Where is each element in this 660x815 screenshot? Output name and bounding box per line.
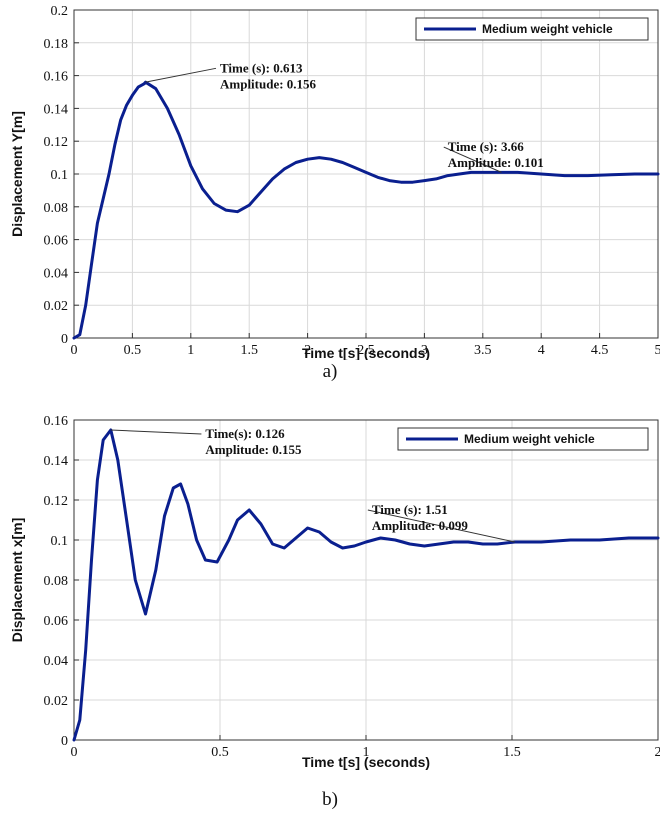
x-tick-label: 4.5: [591, 343, 609, 358]
x-tick-label: 2.5: [357, 343, 375, 358]
y-tick-label: 0.18: [44, 37, 69, 52]
x-tick-label: 1: [363, 745, 370, 760]
x-tick-label: 1.5: [503, 745, 521, 760]
x-tick-label: 4: [538, 343, 545, 358]
chart-b: 0 0.5 1 1.5 2 0 0.02 0.04 0.06 0.08 0.1 0.12 0.14 0.1…: [9, 414, 660, 770]
x-tick-label: 0: [71, 745, 78, 760]
annotation-text: Amplitude: 0.101: [448, 155, 544, 170]
series-line-0: [72, 80, 660, 340]
annotation-text: Amplitude: 0.155: [205, 442, 302, 457]
y-tick-label: 0.06: [44, 234, 69, 249]
y-tick-label: 0.04: [44, 266, 69, 281]
chart-a: 0 0.5 1 1.5 2 2.5 3 3.5 4 4.5 5 0 0.02 0.04 0.06 0.08 0.…: [9, 4, 660, 360]
legend: [397, 427, 649, 451]
caption-b: b): [322, 789, 338, 810]
x-axis-label: Time t[s] (seconds): [302, 754, 430, 770]
annotation-text: Time (s): 0.613: [220, 60, 303, 75]
annotation-text: Amplitude: 0.099: [372, 518, 469, 533]
y-tick-label: 0.12: [44, 135, 69, 150]
y-axis-label: Displacement x[m]: [9, 518, 25, 642]
legend: [415, 17, 649, 41]
x-tick-label: 3.5: [474, 343, 492, 358]
annotation-text: Amplitude: 0.156: [220, 76, 317, 91]
annotation-leader: [367, 509, 516, 543]
y-tick-label: 0.14: [44, 454, 69, 469]
x-tick-label: 1.5: [240, 343, 258, 358]
y-tick-label: 0.1: [51, 168, 69, 183]
y-tick-label: 0.16: [44, 70, 69, 85]
y-tick-label: 0.02: [44, 694, 69, 709]
y-tick-label: 0.12: [44, 494, 69, 509]
x-tick-label: 1: [187, 343, 194, 358]
annotation-leader: [443, 146, 502, 173]
x-tick-label: 0: [71, 343, 78, 358]
y-axis-label: Displacement Y[m]: [9, 111, 25, 237]
y-tick-label: 0.06: [44, 614, 69, 629]
y-tick-label: 0: [61, 332, 68, 347]
y-tick-label: 0.14: [44, 102, 69, 117]
y-tick-label: 0.2: [51, 4, 69, 19]
series-line-0: [72, 428, 660, 742]
annotation-leader: [110, 429, 202, 435]
y-tick-label: 0.02: [44, 299, 69, 314]
x-tick-label: 5: [655, 343, 660, 358]
y-tick-label: 0.08: [44, 201, 69, 216]
annotation-text: Time(s): 0.126: [205, 426, 285, 441]
legend-label: Medium weight vehicle: [464, 432, 595, 446]
x-tick-label: 2: [655, 745, 660, 760]
caption-a: a): [322, 361, 338, 382]
annotation-text: Time (s): 3.66: [448, 139, 524, 154]
x-tick-label: 0.5: [211, 745, 229, 760]
legend-label: Medium weight vehicle: [482, 22, 613, 36]
y-tick-label: 0.04: [44, 654, 69, 669]
y-tick-label: 0.08: [44, 574, 69, 589]
annotation-leader: [145, 67, 217, 83]
x-tick-label: 2: [304, 343, 311, 358]
x-tick-label: 0.5: [124, 343, 142, 358]
x-axis-label: Time t[s] (seconds): [302, 345, 430, 360]
y-tick-label: 0.16: [44, 414, 69, 429]
y-tick-label: 0.1: [51, 534, 69, 549]
x-tick-label: 3: [421, 343, 428, 358]
y-tick-label: 0: [61, 734, 68, 749]
annotation-text: Time (s): 1.51: [372, 502, 448, 517]
